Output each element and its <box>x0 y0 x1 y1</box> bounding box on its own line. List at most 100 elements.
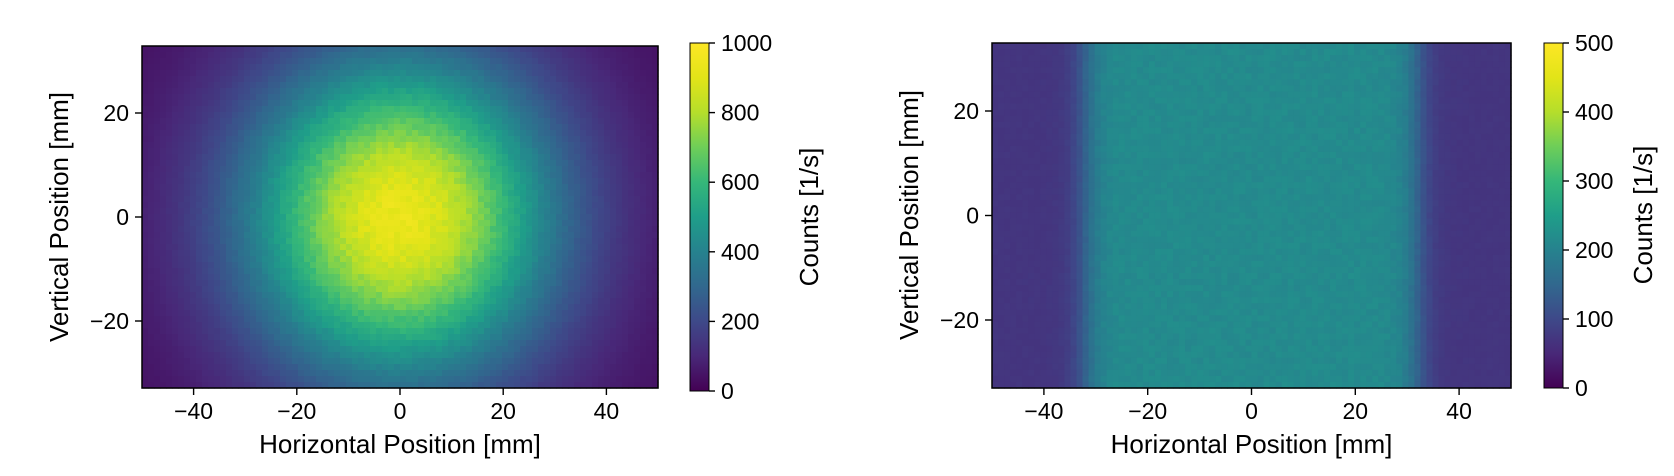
heatmap-cell <box>148 322 155 329</box>
heatmap-cell <box>172 184 179 191</box>
heatmap-cell <box>334 328 341 335</box>
heatmap-cell <box>514 346 521 353</box>
heatmap-cell <box>490 220 497 227</box>
heatmap-cell <box>544 316 551 323</box>
heatmap-cell <box>586 202 593 209</box>
heatmap-cell <box>232 358 239 365</box>
heatmap-cell <box>616 76 623 83</box>
heatmap-cell <box>466 244 473 251</box>
heatmap-cell <box>442 52 449 59</box>
heatmap-cell <box>436 160 443 167</box>
heatmap-cell <box>538 298 545 305</box>
heatmap-cell <box>226 250 233 257</box>
heatmap-cell <box>238 112 245 119</box>
heatmap-cell <box>334 226 341 233</box>
heatmap-cell <box>304 130 311 137</box>
heatmap-cell <box>172 352 179 359</box>
heatmap-cell <box>268 52 275 59</box>
heatmap-cell <box>418 352 425 359</box>
heatmap-cell <box>532 268 539 275</box>
heatmap-cell <box>514 292 521 299</box>
heatmap-cell <box>376 244 383 251</box>
colorbar-tick-label-left-3: 600 <box>721 169 759 195</box>
heatmap-cell <box>292 118 299 125</box>
heatmap-cell <box>202 364 209 371</box>
heatmap-cell <box>442 82 449 89</box>
heatmap-cell <box>448 274 455 281</box>
heatmap-cell <box>466 232 473 239</box>
heatmap-cell <box>646 346 653 353</box>
heatmap-cell <box>574 142 581 149</box>
heatmap-cell <box>454 130 461 137</box>
heatmap-cell <box>340 220 347 227</box>
heatmap-cell <box>238 94 245 101</box>
heatmap-cell <box>502 220 509 227</box>
heatmap-cell <box>376 286 383 293</box>
heatmap-cell <box>622 190 629 197</box>
heatmap-cell <box>640 190 647 197</box>
heatmap-cell <box>496 370 503 377</box>
heatmap-cell <box>340 160 347 167</box>
heatmap-cell <box>442 274 449 281</box>
heatmap-cell <box>616 70 623 77</box>
heatmap-cell <box>418 334 425 341</box>
heatmap-cell <box>184 310 191 317</box>
heatmap-cell <box>196 358 203 365</box>
heatmap-cell <box>538 316 545 323</box>
heatmap-cell <box>442 46 449 53</box>
heatmap-cell <box>460 118 467 125</box>
heatmap-cell <box>316 346 323 353</box>
heatmap-cell <box>208 280 215 287</box>
heatmap-cell <box>568 94 575 101</box>
heatmap-cell <box>406 226 413 233</box>
heatmap-cell <box>550 160 557 167</box>
heatmap-cell <box>604 142 611 149</box>
heatmap-cell <box>376 304 383 311</box>
heatmap-cell <box>142 268 149 275</box>
heatmap-cell <box>616 82 623 89</box>
heatmap-cell <box>358 64 365 71</box>
heatmap-cell <box>262 94 269 101</box>
heatmap-cell <box>544 358 551 365</box>
heatmap-cell <box>622 292 629 299</box>
heatmap-cell <box>280 136 287 143</box>
heatmap-cell <box>220 154 227 161</box>
heatmap-cell <box>172 262 179 269</box>
heatmap-cell <box>484 274 491 281</box>
heatmap-cell <box>232 322 239 329</box>
heatmap-cell <box>496 382 503 389</box>
heatmap-cell <box>406 220 413 227</box>
heatmap-cell <box>262 244 269 251</box>
heatmap-cell <box>400 286 407 293</box>
heatmap-cell <box>634 274 641 281</box>
heatmap-cell <box>274 172 281 179</box>
heatmap-cell <box>184 124 191 131</box>
heatmap-cell <box>412 88 419 95</box>
heatmap-cell <box>370 148 377 155</box>
heatmap-cell <box>424 130 431 137</box>
heatmap-cell <box>490 172 497 179</box>
heatmap-cell <box>442 124 449 131</box>
heatmap-cell <box>634 46 641 53</box>
heatmap-cell <box>322 214 329 221</box>
heatmap-cell <box>256 256 263 263</box>
heatmap-cell <box>304 178 311 185</box>
heatmap-cell <box>538 220 545 227</box>
heatmap-cell <box>340 136 347 143</box>
heatmap-cell <box>430 154 437 161</box>
heatmap-cell <box>466 52 473 59</box>
heatmap-cell <box>370 70 377 77</box>
heatmap-cell <box>478 172 485 179</box>
heatmap-cell <box>544 214 551 221</box>
heatmap-cell <box>436 100 443 107</box>
heatmap-cell <box>268 154 275 161</box>
heatmap-cell <box>508 220 515 227</box>
heatmap-cell <box>514 160 521 167</box>
heatmap-cell <box>646 88 653 95</box>
heatmap-cell <box>154 70 161 77</box>
heatmap-cell <box>334 106 341 113</box>
heatmap-cell <box>412 148 419 155</box>
heatmap-cell <box>646 280 653 287</box>
heatmap-cell <box>484 382 491 389</box>
heatmap-cell <box>262 58 269 65</box>
